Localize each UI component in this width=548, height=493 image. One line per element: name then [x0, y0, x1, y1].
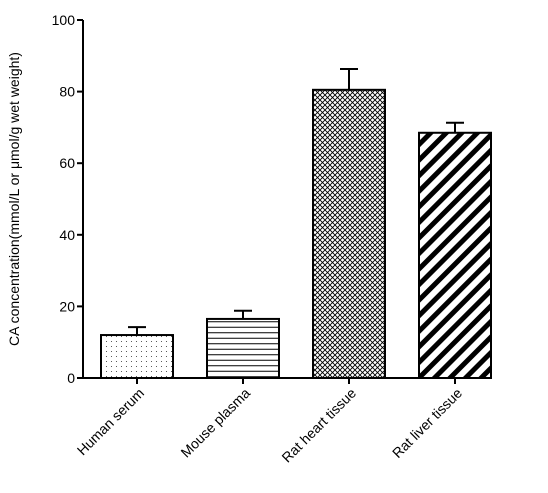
y-tick-label: 100	[52, 12, 76, 28]
bar	[206, 317, 280, 379]
category-label: Rat liver tissue	[389, 385, 465, 461]
y-axis-title: CA concentration(mmol/L or μmol/g wet we…	[6, 52, 22, 346]
bar	[100, 334, 174, 380]
y-tick-label: 40	[59, 227, 75, 243]
category-label: Human serum	[74, 385, 147, 458]
y-axis: 0 20 40 60 80 100	[52, 12, 84, 386]
category-labels: Human serum Mouse plasma Rat heart tissue R…	[74, 385, 466, 466]
y-tick-label: 0	[67, 370, 75, 386]
y-tick-label: 60	[59, 155, 75, 171]
category-label: Rat heart tissue	[278, 385, 359, 466]
bar	[418, 131, 492, 379]
error-bars-group	[128, 68, 464, 336]
bars-group	[100, 88, 492, 380]
bar	[312, 88, 386, 379]
y-axis-ticks: 0 20 40 60 80 100	[52, 12, 83, 386]
y-tick-label: 20	[59, 298, 75, 314]
category-label: Mouse plasma	[177, 385, 253, 461]
y-tick-label: 80	[59, 84, 75, 100]
